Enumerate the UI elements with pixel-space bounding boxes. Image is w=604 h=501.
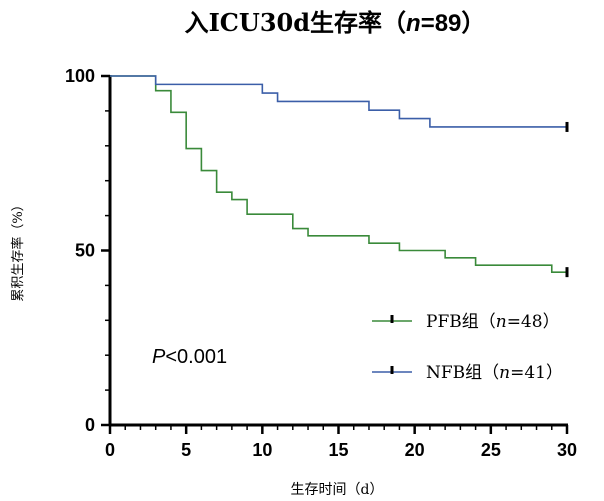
survival-curve-nfb bbox=[110, 75, 567, 128]
y-tick-label: 0 bbox=[85, 415, 95, 435]
axes: 0 5 10 15 20 25 30 0 50 100 bbox=[65, 66, 577, 460]
x-tick-label: 15 bbox=[328, 440, 348, 460]
x-axis-label: 生存时间（d） bbox=[291, 482, 384, 498]
x-tick-label: 10 bbox=[252, 440, 272, 460]
y-tick-label: 50 bbox=[75, 241, 95, 261]
y-axis-label: 累积生存率（%） bbox=[10, 198, 26, 301]
legend: PFB组（n=48） NFB组（n=41） bbox=[372, 312, 563, 383]
y-tick-label: 100 bbox=[65, 66, 95, 86]
x-tick-label: 30 bbox=[557, 440, 577, 460]
legend-label: NFB组（n=41） bbox=[426, 363, 563, 383]
legend-label: PFB组（n=48） bbox=[426, 312, 560, 332]
chart-title: 入ICU30d生存率（n=89） bbox=[185, 8, 486, 37]
survival-curves bbox=[110, 75, 569, 278]
x-tick-label: 25 bbox=[481, 440, 501, 460]
x-tick-label: 0 bbox=[105, 440, 115, 460]
survival-curve-pfb bbox=[110, 75, 567, 273]
x-tick-label: 20 bbox=[405, 440, 425, 460]
p-value-annotation: P<0.001 bbox=[152, 346, 227, 368]
x-tick-label: 5 bbox=[181, 440, 191, 460]
